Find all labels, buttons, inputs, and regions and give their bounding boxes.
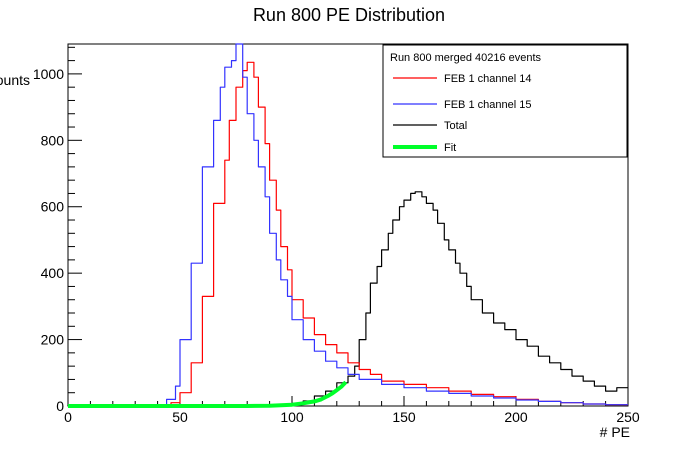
y-tick-label: 800 xyxy=(41,132,65,148)
legend-entry-label: Total xyxy=(444,120,467,132)
y-tick-label: 1000 xyxy=(33,66,64,82)
legend-header: Run 800 merged 40216 events xyxy=(390,52,542,64)
series-line-feb-1-channel-14 xyxy=(68,61,628,407)
series-line-feb-1-channel-15 xyxy=(68,43,628,407)
x-tick-label: 50 xyxy=(172,409,188,425)
series-layer xyxy=(67,43,628,408)
y-tick-label: 400 xyxy=(41,265,65,281)
series-line-total xyxy=(67,191,628,406)
x-tick-label: 250 xyxy=(616,409,640,425)
x-tick-label: 100 xyxy=(280,409,304,425)
x-tick-label: 150 xyxy=(392,409,416,425)
y-tick-label: 200 xyxy=(41,332,65,348)
y-axis-label: Counts xyxy=(0,72,30,88)
legend-box xyxy=(382,44,628,158)
axis-ticks: 0 50 100 150 200 250 0 200 400 600 800 1000 xyxy=(33,46,640,425)
legend: Run 800 merged 40216 events FEB 1 channe… xyxy=(382,44,628,158)
legend-entry-label: Fit xyxy=(444,142,456,154)
plot-frame xyxy=(67,43,629,407)
x-tick-label: 0 xyxy=(64,409,72,425)
chart-title: Run 800 PE Distribution xyxy=(253,5,445,25)
x-tick-label: 200 xyxy=(504,409,528,425)
y-tick-label: 600 xyxy=(41,199,65,215)
series-line-fit xyxy=(68,380,348,408)
legend-entry-label: FEB 1 channel 15 xyxy=(444,99,531,111)
x-axis-label: # PE xyxy=(600,424,630,440)
y-tick-label: 0 xyxy=(56,398,64,414)
legend-entry-label: FEB 1 channel 14 xyxy=(444,73,531,85)
